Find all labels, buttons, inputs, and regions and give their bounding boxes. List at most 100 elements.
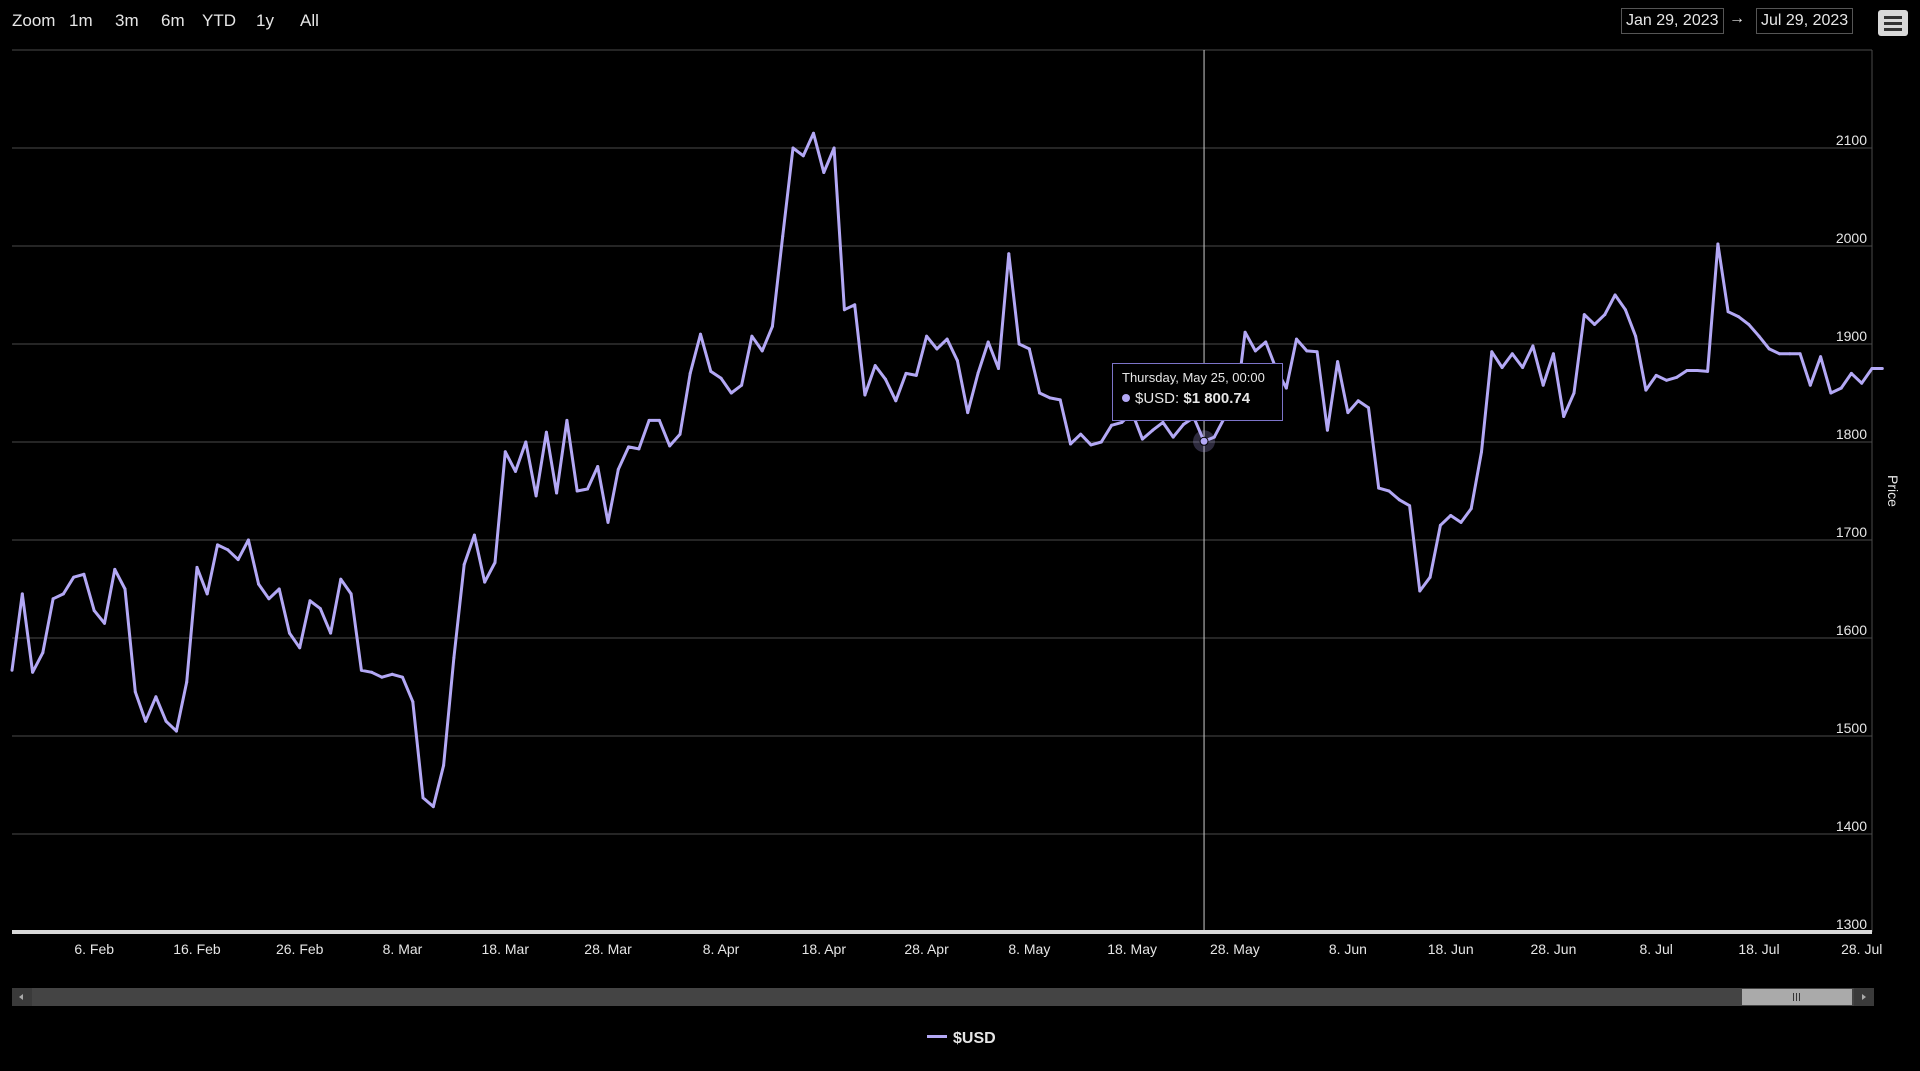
data-point[interactable] (1644, 388, 1648, 392)
data-point[interactable] (1120, 420, 1124, 424)
data-point[interactable] (534, 494, 538, 498)
data-point[interactable] (884, 377, 887, 381)
data-point[interactable] (1880, 367, 1884, 370)
data-point[interactable] (966, 411, 970, 415)
data-point[interactable] (1469, 507, 1473, 511)
data-point[interactable] (1870, 367, 1874, 370)
data-point[interactable] (1007, 252, 1011, 256)
data-point[interactable] (976, 371, 980, 375)
data-point[interactable] (1315, 350, 1319, 354)
data-point[interactable] (1685, 369, 1689, 372)
data-point[interactable] (1531, 344, 1535, 348)
data-point[interactable] (72, 575, 76, 579)
data-point[interactable] (904, 371, 908, 375)
data-point[interactable] (20, 592, 24, 596)
data-point[interactable] (51, 597, 55, 601)
data-point[interactable] (1778, 352, 1781, 356)
data-point[interactable] (1428, 575, 1432, 579)
zoom-all-button[interactable]: All (300, 11, 319, 30)
data-point[interactable] (1788, 352, 1792, 356)
data-point[interactable] (31, 670, 35, 674)
data-point[interactable] (1336, 360, 1340, 364)
data-point[interactable] (575, 489, 579, 493)
data-point[interactable] (1613, 293, 1617, 297)
data-point[interactable] (442, 763, 446, 767)
data-point[interactable] (103, 621, 106, 625)
data-point[interactable] (627, 445, 631, 449)
data-point[interactable] (791, 146, 795, 150)
data-point[interactable] (1079, 432, 1083, 436)
data-point[interactable] (1212, 435, 1216, 439)
data-point[interactable] (1295, 337, 1298, 341)
data-point[interactable] (801, 154, 805, 158)
data-point[interactable] (1017, 342, 1021, 346)
data-point[interactable] (544, 430, 548, 434)
data-point[interactable] (1798, 352, 1802, 356)
data-point[interactable] (246, 538, 250, 542)
data-point[interactable] (113, 567, 117, 571)
data-point[interactable] (431, 805, 435, 809)
data-point[interactable] (1767, 347, 1771, 351)
data-point[interactable] (359, 668, 363, 672)
data-point[interactable] (945, 337, 949, 341)
from-date-input[interactable]: Jan 29, 2023 (1621, 8, 1724, 34)
navigator-scrollbar[interactable] (12, 988, 1874, 1006)
data-point[interactable] (1593, 322, 1596, 326)
data-point[interactable] (1048, 396, 1052, 400)
data-point[interactable] (1171, 435, 1175, 439)
data-point[interactable] (277, 587, 281, 591)
data-point[interactable] (1603, 313, 1607, 317)
data-point[interactable] (1038, 391, 1042, 395)
data-point[interactable] (1377, 486, 1381, 490)
data-point[interactable] (1418, 589, 1422, 593)
data-point[interactable] (873, 364, 877, 368)
data-point[interactable] (719, 376, 723, 380)
data-point[interactable] (770, 324, 774, 328)
data-point[interactable] (421, 796, 425, 800)
data-point[interactable] (1284, 386, 1288, 390)
data-point[interactable] (1747, 322, 1751, 326)
data-point[interactable] (185, 680, 189, 684)
data-point[interactable] (82, 572, 86, 576)
data-point[interactable] (1521, 366, 1525, 369)
data-point[interactable] (1397, 498, 1401, 502)
data-point[interactable] (411, 700, 415, 704)
data-point[interactable] (997, 367, 1000, 370)
data-point[interactable] (390, 672, 394, 676)
data-point[interactable] (760, 349, 764, 353)
data-point[interactable] (41, 651, 45, 655)
zoom-3m-button[interactable]: 3m (115, 11, 139, 30)
data-point[interactable] (380, 675, 384, 679)
data-point[interactable] (472, 533, 476, 537)
data-point[interactable] (1757, 334, 1761, 338)
data-point[interactable] (1562, 415, 1566, 418)
scroll-right-arrow-icon[interactable] (1854, 988, 1874, 1006)
data-point[interactable] (565, 418, 569, 422)
data-point[interactable] (1541, 383, 1545, 387)
data-point[interactable] (462, 563, 466, 566)
zoom-1m-button[interactable]: 1m (69, 11, 93, 30)
data-point[interactable] (298, 646, 302, 650)
data-point[interactable] (606, 520, 610, 524)
data-point[interactable] (154, 695, 158, 699)
data-point[interactable] (1069, 442, 1072, 446)
data-point[interactable] (1264, 340, 1268, 344)
data-point[interactable] (781, 234, 785, 238)
data-point[interactable] (740, 383, 744, 387)
data-point[interactable] (452, 656, 456, 660)
data-point[interactable] (1706, 369, 1710, 373)
data-point[interactable] (318, 607, 322, 611)
data-point[interactable] (1736, 315, 1740, 319)
data-point[interactable] (61, 592, 65, 596)
data-point[interactable] (483, 580, 487, 584)
zoom-ytd-button[interactable]: YTD (202, 11, 236, 30)
data-point[interactable] (637, 447, 641, 451)
data-point[interactable] (288, 631, 291, 635)
data-point[interactable] (493, 561, 497, 564)
data-point[interactable] (1243, 330, 1247, 334)
data-point[interactable] (863, 393, 867, 397)
data-point[interactable] (1860, 381, 1864, 385)
data-point[interactable] (935, 347, 939, 351)
data-point[interactable] (1099, 440, 1103, 444)
to-date-input[interactable]: Jul 29, 2023 (1756, 8, 1854, 34)
